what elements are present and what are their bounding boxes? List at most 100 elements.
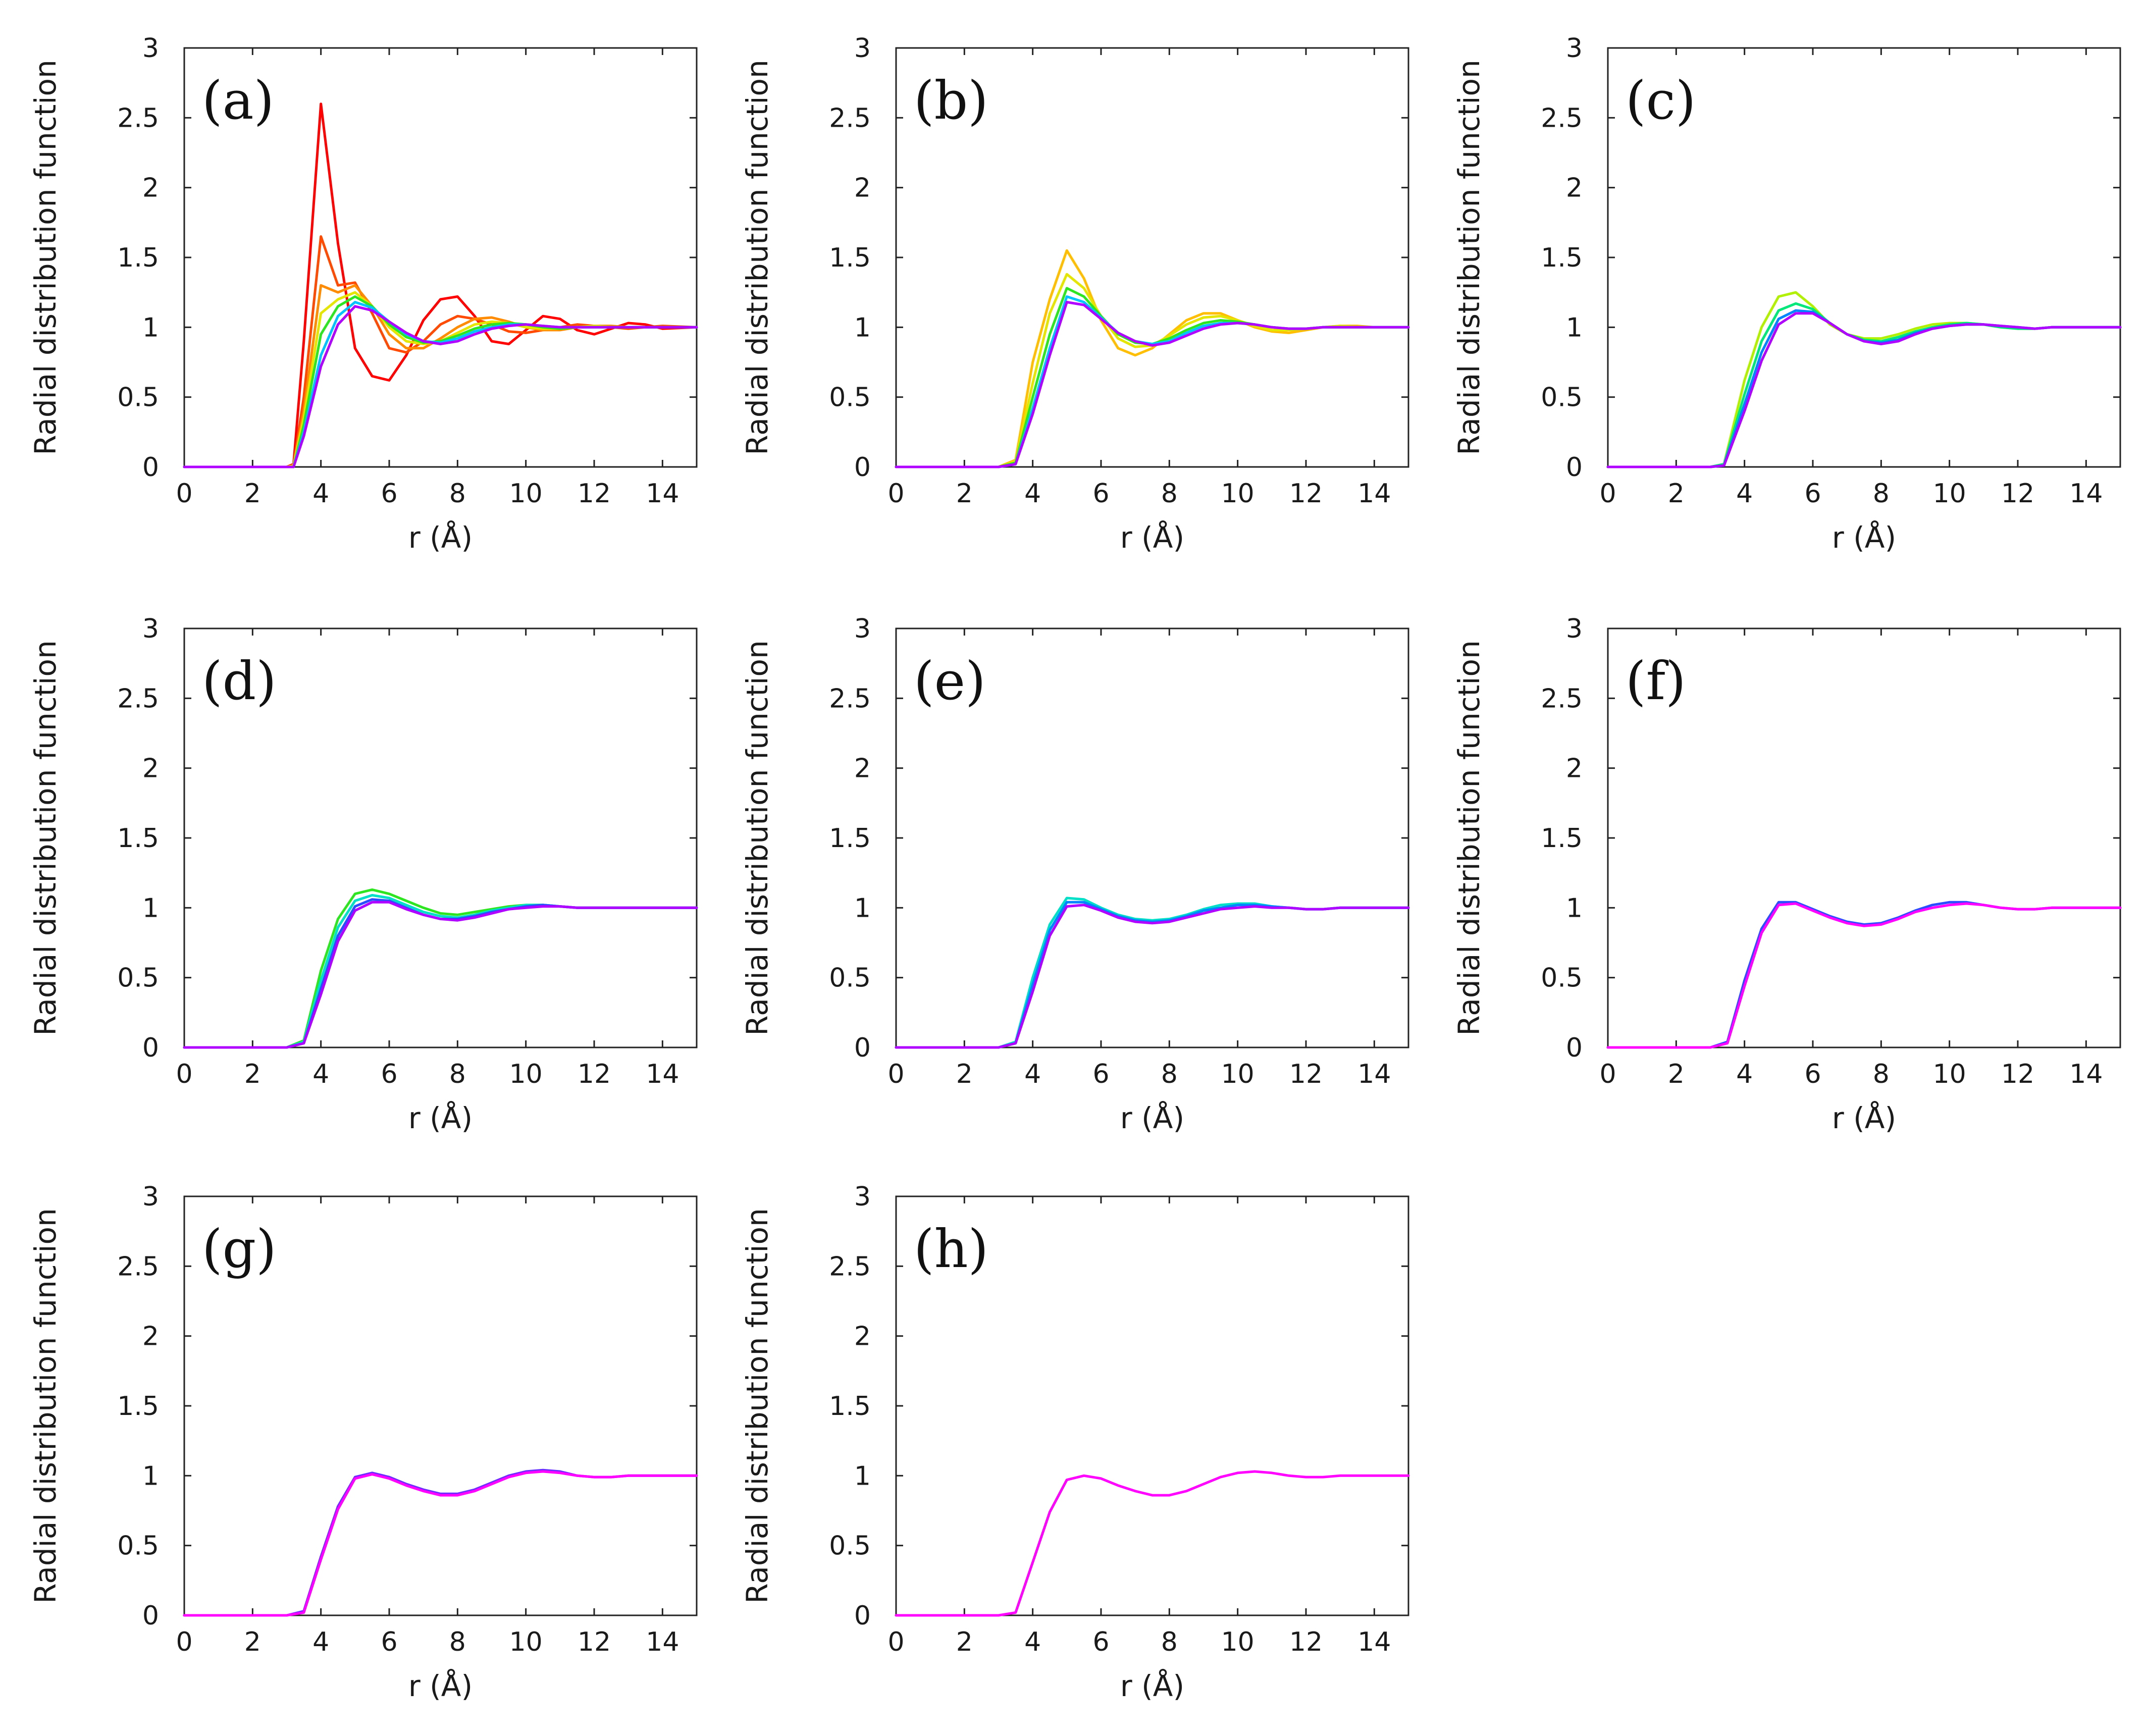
- y-axis-label: Radial distribution function: [28, 1208, 63, 1603]
- y-tick-label: 2.5: [829, 683, 871, 714]
- y-tick-label: 1.5: [829, 1391, 871, 1422]
- rdf-series-line-s4: [1606, 312, 2122, 468]
- x-tick-label: 6: [1092, 479, 1109, 509]
- y-tick-label: 2: [1566, 173, 1583, 203]
- y-tick-label: 3: [1566, 33, 1583, 64]
- x-tick-label: 6: [1092, 1627, 1109, 1657]
- y-tick-label: 1.5: [117, 243, 159, 273]
- x-tick-label: 2: [244, 1627, 261, 1657]
- x-tick-label: 12: [1289, 1059, 1323, 1089]
- x-tick-label: 6: [381, 1627, 397, 1657]
- y-tick-label: 2.5: [829, 1251, 871, 1282]
- rdf-series-line-s1: [183, 102, 698, 468]
- x-tick-label: 10: [1221, 479, 1254, 509]
- x-tick-label: 14: [2069, 1059, 2103, 1089]
- y-tick-label: 2.5: [117, 683, 159, 714]
- x-tick-label: 14: [646, 1627, 679, 1657]
- y-axis-label: Radial distribution function: [1452, 640, 1486, 1035]
- x-tick-label: 0: [887, 1059, 904, 1089]
- x-tick-label: 0: [176, 1059, 192, 1089]
- x-tick-label: 8: [1161, 479, 1178, 509]
- x-axis-label: r (Å): [1120, 1668, 1184, 1703]
- y-tick-label: 1: [854, 893, 871, 923]
- y-tick-label: 3: [854, 33, 871, 64]
- x-axis-label: r (Å): [1120, 520, 1184, 555]
- x-tick-label: 4: [312, 1627, 329, 1657]
- panel-label: (a): [202, 70, 274, 131]
- x-tick-label: 4: [1736, 479, 1753, 509]
- x-tick-label: 12: [578, 1627, 611, 1657]
- y-tick-label: 0.5: [117, 383, 159, 413]
- x-tick-label: 4: [1024, 1059, 1041, 1089]
- y-tick-label: 0.5: [829, 1531, 871, 1561]
- x-tick-label: 0: [887, 1627, 904, 1657]
- y-tick-label: 2.5: [829, 103, 871, 133]
- y-tick-label: 2: [1566, 754, 1583, 784]
- x-tick-label: 14: [2069, 479, 2103, 509]
- x-tick-label: 10: [509, 1059, 543, 1089]
- x-tick-label: 12: [578, 1059, 611, 1089]
- x-tick-label: 2: [956, 1059, 973, 1089]
- x-axis-label: r (Å): [408, 520, 473, 555]
- rdf-series-line-s3: [895, 904, 1410, 1049]
- panel-label: (g): [202, 1218, 277, 1280]
- x-tick-label: 2: [956, 1627, 973, 1657]
- y-tick-label: 0.5: [829, 383, 871, 413]
- rdf-series-line-s2: [183, 1470, 698, 1617]
- y-tick-label: 1.5: [1541, 823, 1583, 854]
- x-tick-label: 8: [1161, 1627, 1178, 1657]
- x-tick-label: 12: [2001, 479, 2034, 509]
- y-tick-label: 0: [142, 1033, 159, 1063]
- x-tick-label: 14: [1357, 1627, 1391, 1657]
- panel-d: 0 2 4 6 8 10 12 14 0 0.5 1 1.5 2 2.5 3 r (Å) Radial dist…: [28, 614, 698, 1135]
- y-tick-label: 0.5: [829, 963, 871, 993]
- y-tick-label: 3: [142, 33, 159, 64]
- x-tick-label: 12: [1289, 1627, 1323, 1657]
- panel-label: (h): [914, 1218, 988, 1280]
- x-tick-label: 10: [1933, 1059, 1966, 1089]
- x-axis-label: r (Å): [408, 1100, 473, 1135]
- y-tick-label: 0.5: [117, 963, 159, 993]
- x-axis-label: r (Å): [1120, 1100, 1184, 1135]
- x-tick-label: 8: [449, 479, 466, 509]
- x-tick-label: 10: [509, 479, 543, 509]
- y-axis-label: Radial distribution function: [740, 640, 774, 1035]
- panel-label: (c): [1626, 70, 1696, 131]
- y-tick-label: 2.5: [117, 103, 159, 133]
- panel-c: 0 2 4 6 8 10 12 14 0 0.5 1 1.5 2 2.5 3 r (Å) Radial dist…: [1452, 33, 2122, 555]
- y-tick-label: 2.5: [1541, 103, 1583, 133]
- x-tick-label: 12: [578, 479, 611, 509]
- y-tick-label: 1: [142, 312, 159, 343]
- y-tick-label: 1: [142, 1461, 159, 1491]
- y-axis-label: Radial distribution function: [740, 60, 774, 455]
- y-tick-label: 1.5: [829, 243, 871, 273]
- rdf-series-line-s5: [895, 301, 1410, 468]
- y-tick-label: 0: [1566, 1033, 1583, 1063]
- x-tick-label: 0: [887, 479, 904, 509]
- rdf-series-line-s4: [183, 901, 698, 1049]
- x-axis-label: r (Å): [408, 1668, 473, 1703]
- panel-label: (e): [914, 650, 986, 712]
- y-tick-label: 0: [1566, 452, 1583, 483]
- y-axis-label: Radial distribution function: [28, 640, 63, 1035]
- x-tick-label: 4: [312, 479, 329, 509]
- x-tick-label: 10: [509, 1627, 543, 1657]
- x-tick-label: 6: [1092, 1059, 1109, 1089]
- y-tick-label: 1.5: [117, 823, 159, 854]
- rdf-series-line-s2: [1606, 902, 2122, 1049]
- x-axis-label: r (Å): [1832, 1100, 1896, 1135]
- x-tick-label: 0: [1599, 479, 1616, 509]
- x-tick-label: 12: [1289, 479, 1323, 509]
- y-tick-label: 1: [1566, 893, 1583, 923]
- y-tick-label: 2: [854, 754, 871, 784]
- y-tick-label: 2: [854, 173, 871, 203]
- x-tick-label: 14: [1357, 479, 1391, 509]
- x-tick-label: 8: [449, 1627, 466, 1657]
- y-tick-label: 0.5: [1541, 383, 1583, 413]
- x-tick-label: 6: [381, 479, 397, 509]
- y-tick-label: 2: [142, 754, 159, 784]
- x-axis-label: r (Å): [1832, 520, 1896, 555]
- x-tick-label: 0: [176, 479, 192, 509]
- y-tick-label: 1: [1566, 312, 1583, 343]
- y-axis-label: Radial distribution function: [740, 1208, 774, 1603]
